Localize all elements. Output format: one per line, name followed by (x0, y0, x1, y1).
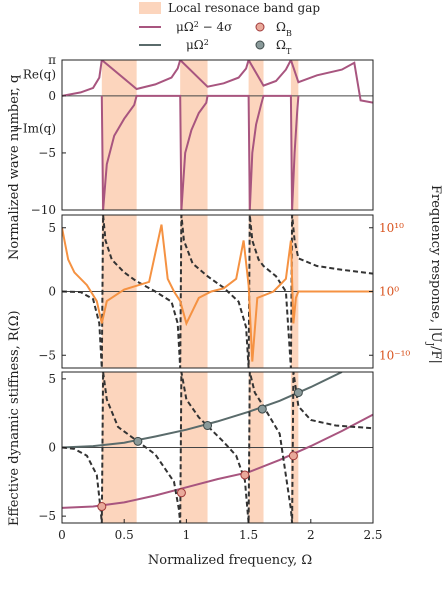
legend-band-swatch (139, 2, 161, 14)
y2-tick-label-2: 10⁻¹⁰ (379, 348, 410, 362)
bottom-ylabel: Effective dynamic stiffness, R(Ω) (7, 310, 22, 526)
legend-omegaB-marker (255, 22, 265, 32)
series-middle-0 (62, 215, 373, 368)
middle-ylabel-right: Frequency response, |UJ/F| (424, 185, 443, 364)
panel-frame (61, 59, 374, 211)
panel-top: π 0 −5 −10 Re(q) −Im(q) (13, 53, 374, 217)
band-gap-0 (101, 60, 137, 210)
plot-area (62, 215, 373, 368)
legend-band-label: Local resonace band gap (168, 1, 320, 15)
series-middle-1 (62, 224, 373, 362)
marker-omega_T-1 (203, 421, 213, 431)
top-ylabel: Normalized wave number, q (7, 75, 22, 260)
marker-omega_B-3 (288, 451, 298, 461)
annotation-re-q: Re(q) (23, 68, 56, 82)
y-tick-label-1: 0 (48, 285, 56, 299)
x-tick-label-0: 0 (58, 528, 66, 542)
band-gap-3 (290, 60, 299, 210)
annotation-im-q: −Im(q) (13, 121, 56, 135)
legend-omegaB-label: ΩB (276, 20, 292, 38)
legend-omegaT-label: ΩT (276, 38, 292, 56)
x-tick-label-2: 1 (183, 528, 191, 542)
marker-omega_B-0 (97, 502, 107, 512)
marker-omega_B-1 (176, 488, 186, 498)
y-tick-label-2: −5 (38, 509, 56, 523)
x-axis-label: Normalized frequency, Ω (148, 553, 312, 568)
legend: Local resonace band gap μΩ2 − 4σ ΩB μΩ2 … (139, 1, 320, 56)
legend-omegaT-marker (255, 40, 265, 50)
x-tick-label-5: 2.5 (363, 528, 382, 542)
y-tick-label-0: 5 (48, 221, 56, 235)
series-top-0 (62, 60, 373, 104)
y2-tick-label-1: 10⁰ (379, 285, 399, 299)
panel-bottom: 50−50 0.5 1 1.5 2 2.5 (38, 371, 383, 542)
y-tick-label-0: π (48, 53, 56, 67)
series-bottom-0 (62, 413, 373, 509)
y-tick-label-2: −5 (38, 348, 56, 362)
panel-middle: 5 0 −5 10¹⁰ 10⁰ 10⁻¹⁰ (38, 214, 410, 369)
marker-omega_T-0 (133, 436, 143, 446)
y-tick-label-0: 5 (48, 372, 56, 386)
marker-omega_T-3 (293, 388, 303, 398)
band-gap-1 (180, 60, 208, 210)
y-tick-label-2: −5 (38, 146, 56, 160)
y-tick-label-1: 0 (48, 89, 56, 103)
legend-line2-label: μΩ2 (186, 38, 209, 53)
y2-tick-label-0: 10¹⁰ (379, 221, 404, 235)
x-tick-label-1: 0.5 (115, 528, 134, 542)
series-top-1 (100, 94, 300, 210)
x-tick-label-4: 2 (307, 528, 315, 542)
legend-line1-label: μΩ2 − 4σ (176, 20, 232, 35)
plot-area (62, 60, 373, 210)
x-tick-label-3: 1.5 (239, 528, 258, 542)
marker-omega_B-2 (240, 470, 250, 480)
plot-area (62, 372, 373, 523)
marker-omega_T-2 (257, 404, 267, 414)
y-tick-label-3: −10 (31, 203, 56, 217)
y-tick-label-1: 0 (48, 441, 56, 455)
